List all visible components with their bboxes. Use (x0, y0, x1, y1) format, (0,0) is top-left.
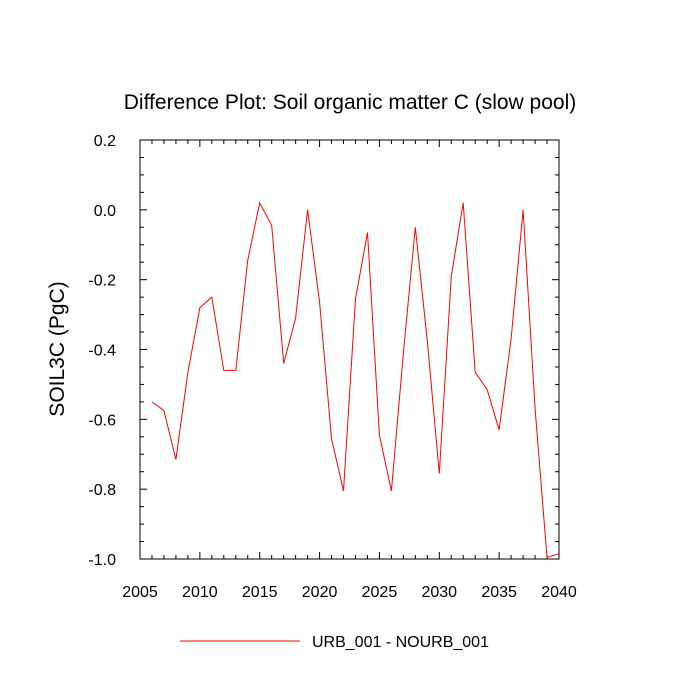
x-tick-label: 2015 (242, 584, 278, 601)
y-tick-label: -1.0 (88, 552, 116, 569)
y-tick-label: 0.2 (94, 133, 116, 150)
y-tick-label: -0.6 (88, 412, 116, 429)
legend: URB_001 - NOURB_001 (180, 634, 489, 651)
x-tick-label: 2040 (541, 584, 577, 601)
x-tick-label: 2030 (421, 584, 457, 601)
x-tick-label: 2010 (182, 584, 218, 601)
y-tick-label: -0.8 (88, 482, 116, 499)
y-tick-label: -0.4 (88, 343, 116, 360)
series-line (151, 201, 560, 558)
y-tick-label: -0.2 (88, 273, 116, 290)
x-tick-label: 2020 (302, 584, 338, 601)
axis-ticks: 2005 2010 2015 2020 2025 2030 2035 2040 0.2 0.0 -0… (88, 133, 576, 601)
chart-title: Difference Plot: Soil organic matter C (… (124, 91, 576, 114)
legend-label: URB_001 - NOURB_001 (312, 634, 489, 651)
plot-frame (139, 139, 560, 560)
y-tick-label: 0.0 (94, 203, 116, 220)
x-tick-label: 2025 (362, 584, 398, 601)
x-tick-label: 2005 (122, 584, 158, 601)
plot-series (151, 201, 560, 558)
y-axis-label: SOIL3C (PgC) (46, 281, 69, 416)
x-tick-label: 2035 (481, 584, 517, 601)
